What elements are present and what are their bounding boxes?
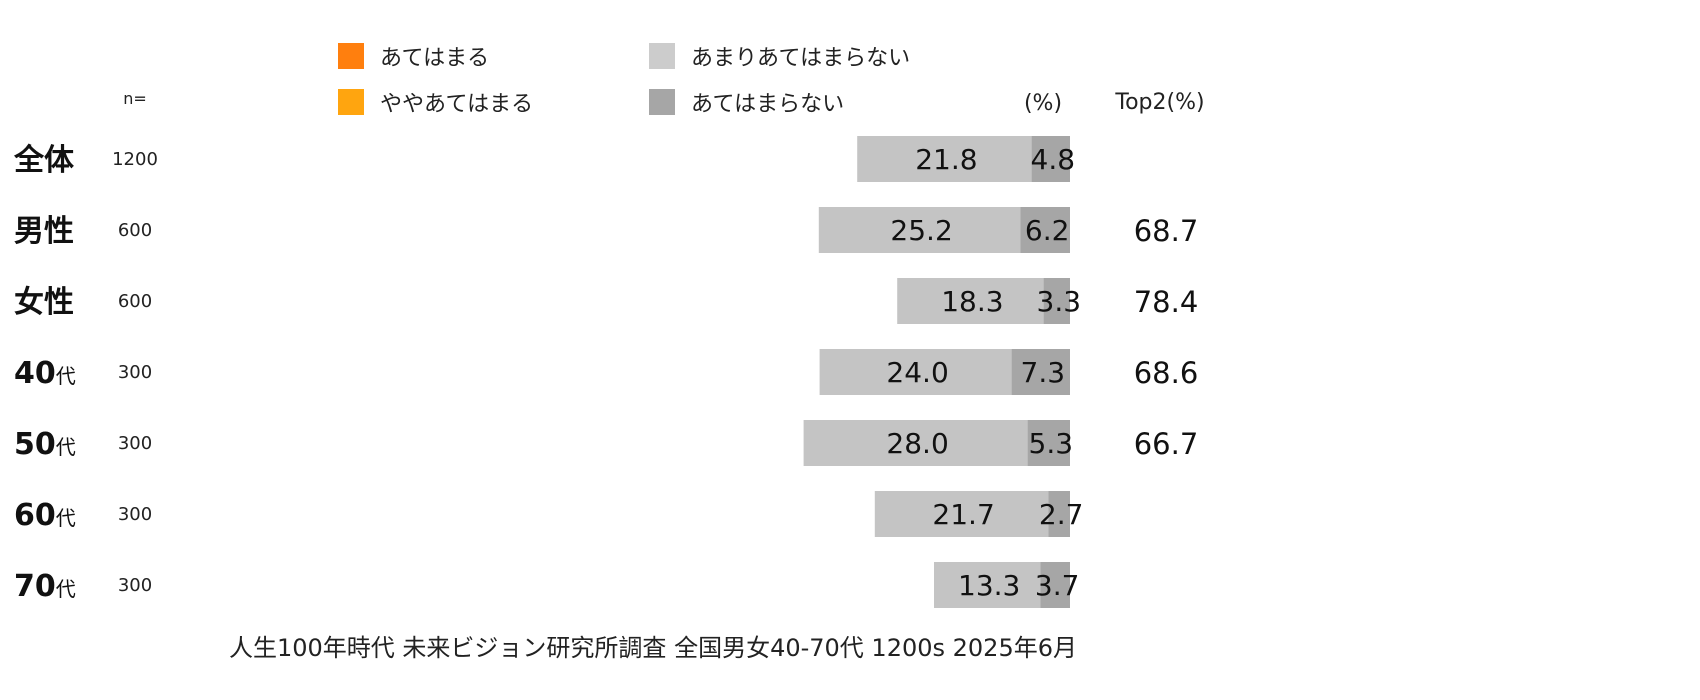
top2-value: 78.4 bbox=[1134, 285, 1199, 319]
bar-somewhat-not bbox=[857, 136, 1032, 182]
category-label: 40代 bbox=[14, 356, 76, 391]
bar-value-label: 5.3 bbox=[1029, 427, 1074, 460]
legend-label: あてはまる bbox=[380, 46, 489, 71]
percent-header: (%) bbox=[1024, 91, 1062, 116]
legend-label: あまりあてはまらない bbox=[691, 46, 910, 71]
bar-not-at-all bbox=[1011, 349, 1070, 395]
bar-somewhat-not bbox=[874, 491, 1049, 537]
bar-somewhat-not bbox=[818, 207, 1021, 253]
bar-value-label: 2.7 bbox=[1039, 498, 1084, 531]
bar-somewhat-not bbox=[934, 562, 1041, 608]
bar-somewhat-not bbox=[897, 278, 1044, 324]
bar-not-at-all bbox=[1031, 136, 1070, 182]
bar-not-at-all bbox=[1040, 562, 1070, 608]
bar-value-label: 21.8 bbox=[915, 143, 977, 176]
bar-not-at-all bbox=[1048, 491, 1070, 537]
bar-value-label: 3.7 bbox=[1035, 569, 1080, 602]
category-label: 男性 bbox=[14, 214, 74, 249]
bar-not-at-all bbox=[1043, 278, 1070, 324]
chart-row: 50代 300 28.0 5.3 66.7 bbox=[14, 420, 1198, 466]
category-label: 70代 bbox=[14, 569, 76, 604]
bar-value-label: 21.7 bbox=[932, 498, 994, 531]
legend-label: あてはまらない bbox=[691, 92, 844, 117]
n-value: 300 bbox=[118, 362, 152, 383]
chart-rows: 全体 1200 21.8 4.8 男性 600 25.2 6.2 68.7 女性 600 18.3 3.… bbox=[13, 136, 1198, 608]
source-note: 人生100年時代 未来ビジョン研究所調査 全国男女40-70代 1200s 20… bbox=[229, 634, 1077, 662]
bar-not-at-all bbox=[1020, 207, 1070, 253]
legend-swatch bbox=[338, 43, 364, 69]
n-value: 300 bbox=[118, 575, 152, 596]
chart-row: 40代 300 24.0 7.3 68.6 bbox=[14, 349, 1198, 395]
bar-somewhat-not bbox=[819, 349, 1012, 395]
bar-value-label: 7.3 bbox=[1021, 356, 1066, 389]
bar-value-label: 4.8 bbox=[1031, 143, 1076, 176]
category-label: 全体 bbox=[13, 143, 75, 178]
bar-somewhat-not bbox=[803, 420, 1028, 466]
legend-swatch bbox=[338, 89, 364, 115]
n-value: 600 bbox=[118, 220, 152, 241]
chart-row: 60代 300 21.7 2.7 bbox=[14, 491, 1083, 537]
bar-not-at-all bbox=[1027, 420, 1070, 466]
legend-label: ややあてはまる bbox=[380, 92, 533, 117]
n-value: 1200 bbox=[112, 149, 158, 170]
n-value: 300 bbox=[118, 433, 152, 454]
bar-value-label: 6.2 bbox=[1025, 214, 1070, 247]
n-value: 600 bbox=[118, 291, 152, 312]
bar-value-label: 13.3 bbox=[958, 569, 1020, 602]
legend-swatch bbox=[649, 89, 675, 115]
category-label: 60代 bbox=[14, 498, 76, 533]
bar-value-label: 3.3 bbox=[1037, 285, 1082, 318]
top2-header: Top2(%) bbox=[1114, 90, 1204, 115]
n-header: n= bbox=[123, 89, 147, 108]
bar-value-label: 25.2 bbox=[890, 214, 952, 247]
n-value: 300 bbox=[118, 504, 152, 525]
bar-value-label: 18.3 bbox=[941, 285, 1003, 318]
category-label: 50代 bbox=[14, 427, 76, 462]
chart-row: 男性 600 25.2 6.2 68.7 bbox=[14, 207, 1198, 253]
legend-swatch bbox=[649, 43, 675, 69]
top2-value: 68.7 bbox=[1134, 214, 1199, 248]
bar-value-label: 28.0 bbox=[886, 427, 948, 460]
top2-value: 66.7 bbox=[1134, 427, 1199, 461]
chart-row: 女性 600 18.3 3.3 78.4 bbox=[14, 278, 1198, 324]
category-label: 女性 bbox=[14, 285, 74, 320]
bar-value-label: 24.0 bbox=[886, 356, 948, 389]
chart-row: 全体 1200 21.8 4.8 bbox=[13, 136, 1075, 182]
chart-row: 70代 300 13.3 3.7 bbox=[14, 562, 1079, 608]
top2-value: 68.6 bbox=[1134, 356, 1199, 390]
